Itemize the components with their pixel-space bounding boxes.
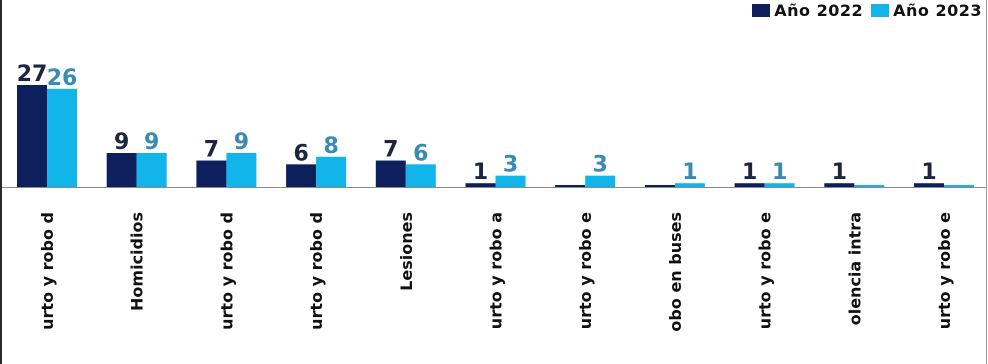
bar-2023-8 bbox=[764, 183, 795, 187]
legend-item-2022: Año 2022 bbox=[752, 1, 863, 20]
bar-2023-5 bbox=[495, 175, 526, 187]
data-label-2022-10: 1 bbox=[921, 160, 936, 185]
bar-2023-6 bbox=[585, 175, 616, 187]
legend-label-2023: Año 2023 bbox=[893, 0, 982, 20]
data-label-2023-4: 6 bbox=[413, 141, 428, 166]
legend: Año 2022 Año 2023 bbox=[752, 0, 982, 20]
bar-2023-4 bbox=[405, 164, 436, 187]
data-label-2023-5: 3 bbox=[503, 153, 518, 178]
bar-2023-9 bbox=[854, 185, 885, 187]
category-label-3: urto y robo d bbox=[307, 212, 326, 330]
data-label-2022-0: 27 bbox=[17, 62, 48, 87]
data-label-2022-9: 1 bbox=[832, 160, 847, 185]
bar-2022-0 bbox=[17, 85, 47, 187]
bar-2022-1 bbox=[106, 153, 137, 187]
category-label-0: urto y robo d bbox=[38, 212, 57, 330]
category-label-7: obo en buses bbox=[666, 212, 685, 332]
bar-2023-3 bbox=[316, 156, 347, 187]
category-label-9: olencia intra bbox=[845, 212, 864, 325]
bar-2022-5 bbox=[465, 183, 496, 187]
bar-2022-4 bbox=[375, 160, 406, 187]
bar-2023-10 bbox=[944, 185, 974, 187]
bar-2022-7 bbox=[644, 185, 675, 187]
category-label-1: Homicidios bbox=[128, 212, 147, 311]
category-label-4: Lesiones bbox=[397, 212, 416, 291]
data-label-2022-3: 6 bbox=[293, 141, 308, 166]
data-label-2022-2: 7 bbox=[204, 138, 219, 163]
bar-2022-6 bbox=[555, 185, 586, 187]
data-label-2023-7: 1 bbox=[682, 160, 697, 185]
data-label-2022-5: 1 bbox=[473, 160, 488, 185]
category-label-5: urto y robo a bbox=[487, 212, 506, 329]
category-label-10: urto y robo e bbox=[935, 212, 954, 329]
category-label-8: urto y robo e bbox=[756, 212, 775, 329]
legend-swatch-2023 bbox=[871, 3, 890, 17]
bar-2023-1 bbox=[136, 153, 167, 187]
data-label-2023-1: 9 bbox=[144, 130, 159, 155]
data-label-2023-6: 3 bbox=[593, 153, 608, 178]
bar-2022-2 bbox=[196, 160, 227, 187]
data-label-2022-8: 1 bbox=[742, 160, 757, 185]
bar-2022-3 bbox=[286, 164, 317, 187]
category-label-2: urto y robo d bbox=[217, 212, 236, 330]
data-label-2022-4: 7 bbox=[383, 138, 398, 163]
bar-2023-0 bbox=[47, 88, 77, 187]
bar-2022-9 bbox=[824, 183, 855, 187]
legend-swatch-2022 bbox=[752, 3, 771, 17]
bar-2023-2 bbox=[226, 153, 257, 187]
bar-2022-10 bbox=[914, 183, 944, 187]
bar-2022-8 bbox=[734, 183, 765, 187]
category-label-6: urto y robo e bbox=[576, 212, 595, 329]
bar-2023-7 bbox=[674, 183, 705, 187]
legend-item-2023: Año 2023 bbox=[871, 1, 982, 20]
data-label-2023-8: 1 bbox=[772, 160, 787, 185]
legend-label-2022: Año 2022 bbox=[774, 0, 864, 20]
data-label-2022-1: 9 bbox=[114, 130, 129, 155]
data-label-2023-3: 8 bbox=[323, 134, 338, 159]
data-label-2023-0: 26 bbox=[47, 66, 78, 91]
data-label-2023-2: 9 bbox=[234, 130, 249, 155]
